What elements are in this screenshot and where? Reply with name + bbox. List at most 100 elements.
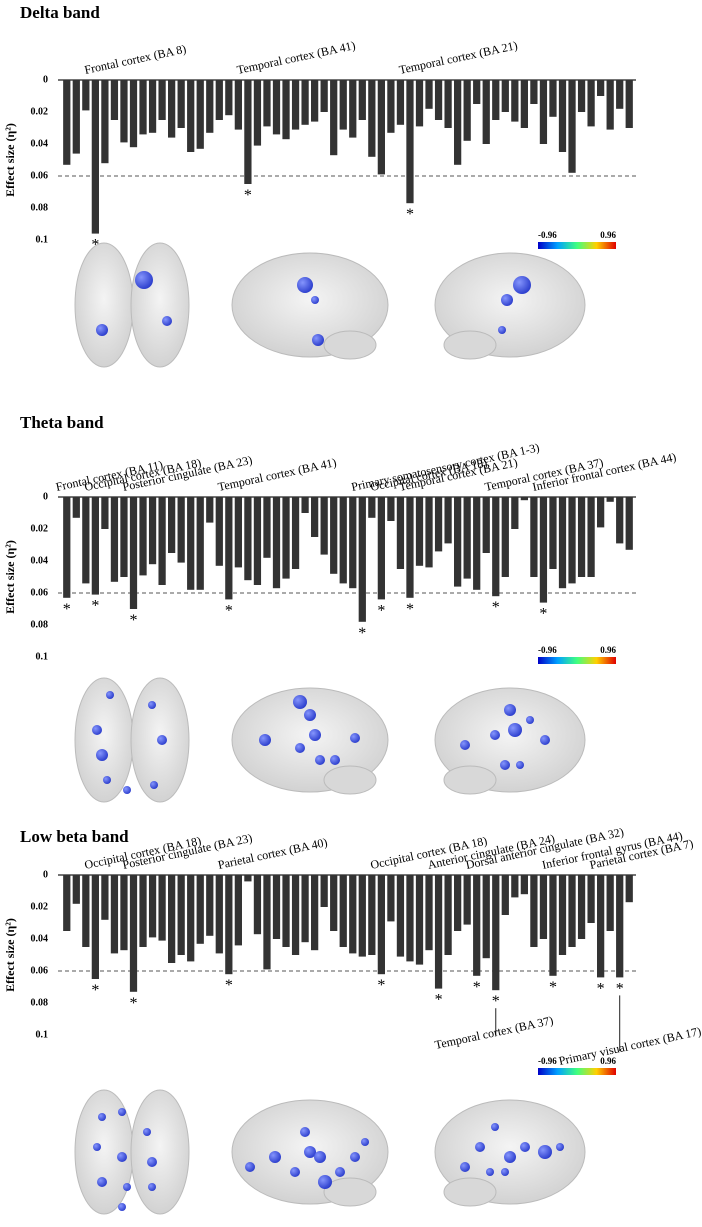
bar <box>444 875 452 955</box>
bar <box>492 80 500 120</box>
brain-source <box>304 1146 316 1158</box>
y-tick-label: 0.08 <box>31 202 49 213</box>
colorbar-label: 0.96 <box>600 1056 616 1066</box>
bar <box>148 497 157 565</box>
colorbar <box>538 242 616 249</box>
bar <box>377 875 385 975</box>
colorbar-label: -0.96 <box>538 1056 557 1066</box>
bar <box>301 875 309 943</box>
y-tick-label: 0.04 <box>31 933 49 944</box>
bar <box>539 875 548 939</box>
bar <box>253 80 262 146</box>
y-tick-label: 0 <box>43 491 48 502</box>
bar <box>301 497 309 513</box>
bar <box>482 80 490 144</box>
bar <box>234 497 242 568</box>
bar <box>139 80 147 135</box>
brain-source <box>318 1175 332 1189</box>
bar <box>358 497 366 622</box>
bar <box>587 875 595 923</box>
bar <box>625 497 633 550</box>
bar <box>406 497 414 598</box>
bar <box>482 497 490 553</box>
bar <box>187 80 195 152</box>
bar <box>434 875 443 989</box>
bar <box>597 497 605 528</box>
bar <box>425 497 433 568</box>
brain-source <box>504 1151 516 1163</box>
bar <box>282 80 290 140</box>
bar <box>339 80 347 130</box>
brain-source <box>93 1143 101 1151</box>
bar <box>606 497 614 502</box>
bar <box>597 875 605 978</box>
brain-source <box>520 1142 530 1152</box>
brain-source <box>143 1128 151 1136</box>
significance-marker: * <box>377 602 385 619</box>
brain-source <box>500 760 510 770</box>
bar <box>501 875 509 915</box>
brain-hemisphere <box>74 242 134 368</box>
bar <box>434 80 443 120</box>
bar <box>311 497 319 537</box>
bar <box>291 875 300 955</box>
bar <box>206 497 214 523</box>
bar <box>415 497 424 566</box>
bar <box>606 80 614 130</box>
y-tick-label: 0.06 <box>31 170 49 181</box>
bar <box>196 497 204 590</box>
bar <box>539 497 548 603</box>
significance-marker: * <box>130 612 138 629</box>
bar <box>139 497 147 576</box>
bar <box>501 80 509 112</box>
bar <box>234 80 242 130</box>
bar <box>349 80 357 138</box>
bar <box>568 80 576 173</box>
bar <box>110 497 119 582</box>
bar <box>253 497 262 585</box>
brain-source <box>350 1152 360 1162</box>
bar <box>587 497 595 577</box>
brain-source <box>330 755 340 765</box>
bar <box>520 875 528 895</box>
bar <box>492 875 500 991</box>
bar <box>625 80 633 128</box>
y-tick-label: 0.1 <box>36 1029 49 1040</box>
bar <box>91 80 99 234</box>
bar <box>539 80 548 144</box>
bar <box>311 80 319 122</box>
bar <box>282 875 290 947</box>
bar <box>272 497 281 589</box>
brain-source <box>504 704 516 716</box>
brain-source <box>361 1138 369 1146</box>
brain-source <box>118 1108 126 1116</box>
bar <box>63 875 71 931</box>
region-label-below: Temporal cortex (BA 37) <box>433 1013 554 1052</box>
bar <box>158 80 166 120</box>
bar <box>177 497 185 563</box>
bar <box>120 80 128 143</box>
significance-marker: * <box>358 625 366 642</box>
brain-source <box>460 740 470 750</box>
brain-source <box>513 276 531 294</box>
bar <box>425 875 433 951</box>
colorbar-label: -0.96 <box>538 645 557 655</box>
brain-source <box>162 316 172 326</box>
bar <box>501 497 509 577</box>
brain-source <box>501 294 513 306</box>
bar <box>616 80 624 109</box>
bar <box>168 80 176 138</box>
significance-marker: * <box>492 599 500 616</box>
bar <box>82 875 90 947</box>
bar <box>396 497 405 569</box>
bar <box>63 497 71 598</box>
brain-source <box>460 1162 470 1172</box>
bar <box>577 80 586 112</box>
bar <box>473 875 481 976</box>
y-tick-label: 0.02 <box>31 901 49 912</box>
bar <box>330 875 338 931</box>
brain-source <box>314 1151 326 1163</box>
brain-source <box>475 1142 485 1152</box>
colorbar-label: 0.96 <box>600 645 616 655</box>
significance-marker: * <box>406 601 414 618</box>
